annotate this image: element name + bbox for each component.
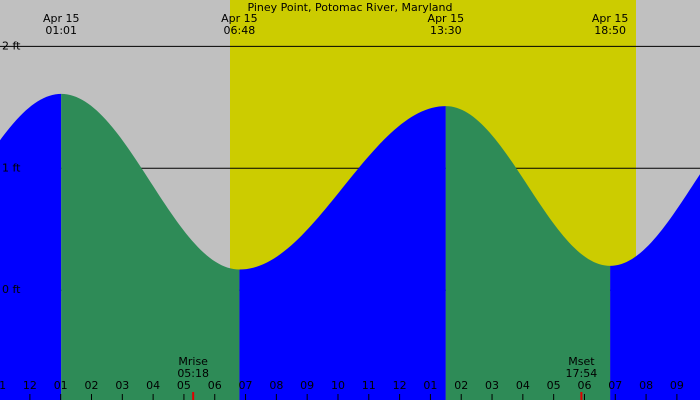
x-tick-label: 08 [269, 379, 283, 392]
x-tick-label: 02 [85, 379, 99, 392]
x-tick-label: 06 [577, 379, 591, 392]
x-tick-label: 03 [115, 379, 129, 392]
x-tick-label: 07 [608, 379, 622, 392]
event-date: Apr 15 [43, 12, 80, 25]
x-tick-label: 01 [54, 379, 68, 392]
event-time: 13:30 [430, 24, 462, 37]
moon-time: 17:54 [566, 367, 598, 380]
rising-tide [610, 174, 700, 400]
falling-tide [61, 93, 240, 400]
event-date: Apr 15 [221, 12, 258, 25]
x-tick-label: 09 [670, 379, 684, 392]
x-tick-label: 06 [208, 379, 222, 392]
event-time: 01:01 [45, 24, 77, 37]
rising-tide [0, 93, 62, 400]
x-tick-label: 09 [300, 379, 314, 392]
event-date: Apr 15 [592, 12, 629, 25]
event-time: 18:50 [594, 24, 626, 37]
y-tick-label: 1 ft [2, 161, 21, 174]
y-tick-label: 2 ft [2, 39, 21, 52]
x-tick-label: 11 [0, 379, 6, 392]
moon-time: 05:18 [177, 367, 209, 380]
event-time: 06:48 [224, 24, 256, 37]
x-tick-label: 08 [639, 379, 653, 392]
moon-label: Mrise [178, 355, 208, 368]
moon-label: Mset [568, 355, 595, 368]
x-tick-label: 04 [516, 379, 530, 392]
x-tick-label: 11 [362, 379, 376, 392]
chart-title: Piney Point, Potomac River, Maryland [247, 1, 452, 14]
x-tick-label: 02 [454, 379, 468, 392]
x-tick-label: 05 [177, 379, 191, 392]
rising-tide [239, 106, 446, 400]
falling-tide [445, 106, 611, 400]
x-tick-label: 10 [331, 379, 345, 392]
x-tick-label: 01 [423, 379, 437, 392]
x-tick-label: 04 [146, 379, 160, 392]
x-tick-label: 03 [485, 379, 499, 392]
event-date: Apr 15 [428, 12, 465, 25]
x-tick-label: 12 [23, 379, 37, 392]
x-tick-label: 12 [393, 379, 407, 392]
y-tick-label: 0 ft [2, 283, 21, 296]
x-tick-label: 07 [239, 379, 253, 392]
x-tick-label: 05 [547, 379, 561, 392]
